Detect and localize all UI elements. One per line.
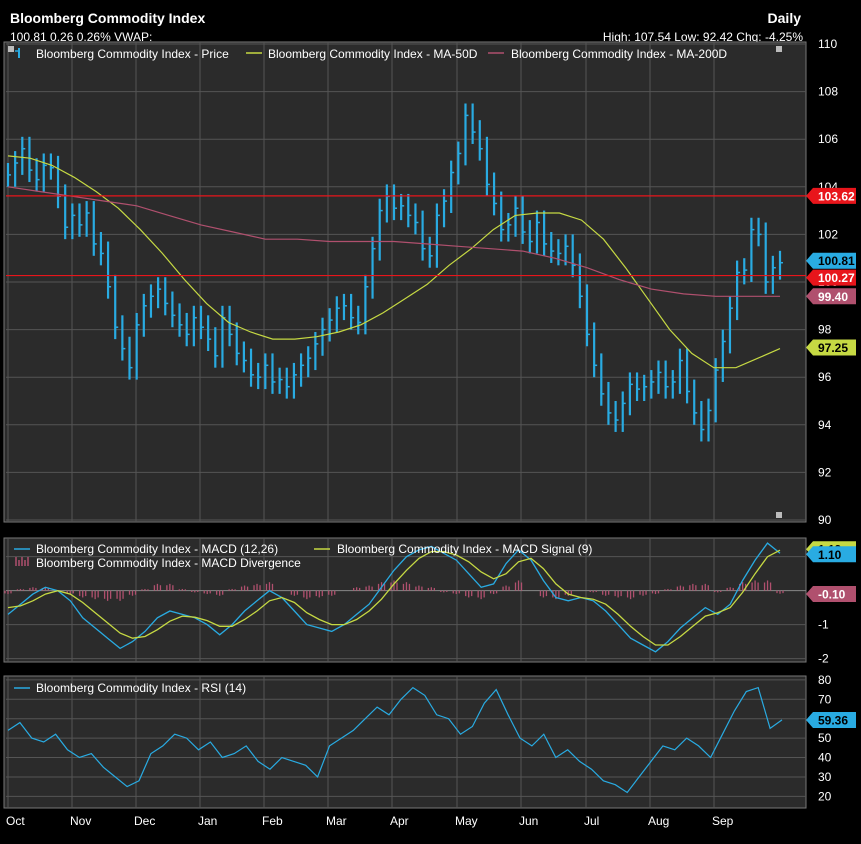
ma50-line [7, 155, 781, 369]
macd-tag: 1.10 [818, 548, 842, 562]
legend-macd-label: Bloomberg Commodity Index - MACD (12,26) [36, 542, 278, 556]
macd-signal-line [7, 549, 781, 646]
rsi-line [7, 686, 783, 794]
price-tag: 103.62 [818, 189, 855, 203]
x-tick-label: Apr [390, 814, 409, 828]
ma200-line [7, 186, 780, 297]
rsi-panel [3, 675, 807, 809]
legend-price-label: Bloomberg Commodity Index - Price [36, 47, 229, 61]
x-tick-label: Dec [134, 814, 155, 828]
x-tick-label: Aug [648, 814, 669, 828]
macd-tag-bg [806, 586, 856, 603]
y-tick-label: 96 [818, 370, 832, 384]
price-tag: 99.40 [818, 290, 848, 304]
legend-signal-label: Bloomberg Commodity Index - MACD Signal … [337, 542, 592, 556]
price-tag-bg [806, 187, 856, 204]
x-tick-label: Feb [262, 814, 283, 828]
y-tick-label: 110 [818, 37, 837, 51]
macd-tag-bg [806, 546, 856, 563]
macd-tag: -0.10 [818, 588, 846, 602]
x-tick-label: Jul [584, 814, 599, 828]
x-tick-label: May [455, 814, 478, 828]
resize-handle[interactable] [776, 512, 782, 518]
x-tick-label: Jan [198, 814, 217, 828]
price-tag-bg [806, 339, 856, 356]
x-tick-label: Oct [6, 814, 25, 828]
y-tick-label: 30 [818, 770, 832, 784]
y-tick-label: 92 [818, 465, 832, 479]
price-tag: 100.27 [818, 271, 855, 285]
y-tick-label: 20 [818, 789, 832, 803]
x-tick-label: Nov [70, 814, 91, 828]
price-tag-bg [806, 269, 856, 286]
price-tag-bg [806, 252, 856, 269]
legend-divergence-label: Bloomberg Commodity Index - MACD Diverge… [36, 556, 301, 570]
rsi-tag: 59.36 [818, 713, 848, 727]
range-summary: High: 107.54 Low: 92.42 Chg: -4.25% [602, 30, 803, 44]
y-tick-label: 50 [818, 731, 832, 745]
price-tag-bg [806, 288, 856, 305]
x-tick-label: Mar [326, 814, 347, 828]
y-tick-label: -1 [818, 618, 829, 632]
y-tick-label: -2 [818, 652, 829, 666]
y-tick-label: 80 [818, 673, 832, 687]
price-tag: 97.25 [818, 341, 848, 355]
y-tick-label: 98 [818, 323, 832, 337]
y-tick-label: 40 [818, 751, 832, 765]
y-tick-label: 106 [818, 132, 838, 146]
resize-handle[interactable] [776, 46, 782, 52]
rsi-tag-bg [806, 711, 856, 728]
legend-ma50-label: Bloomberg Commodity Index - MA-50D [268, 47, 478, 61]
legend-rsi-label: Bloomberg Commodity Index - RSI (14) [36, 681, 246, 695]
x-tick-label: Jun [519, 814, 538, 828]
y-tick-label: 70 [818, 692, 832, 706]
price-tag: 100.81 [818, 254, 855, 268]
y-tick-label: 90 [818, 513, 832, 527]
resize-handle[interactable] [8, 46, 14, 52]
chart-title: Bloomberg Commodity Index [10, 10, 206, 26]
y-tick-label: 102 [818, 227, 838, 241]
y-tick-label: 108 [818, 85, 838, 99]
x-tick-label: Sep [712, 814, 734, 828]
period-label[interactable]: Daily [767, 10, 801, 26]
quote-line: 100.81 0.26 0.26% VWAP: [10, 30, 153, 44]
y-tick-label: 94 [818, 418, 832, 432]
legend-ma200-label: Bloomberg Commodity Index - MA-200D [511, 47, 727, 61]
